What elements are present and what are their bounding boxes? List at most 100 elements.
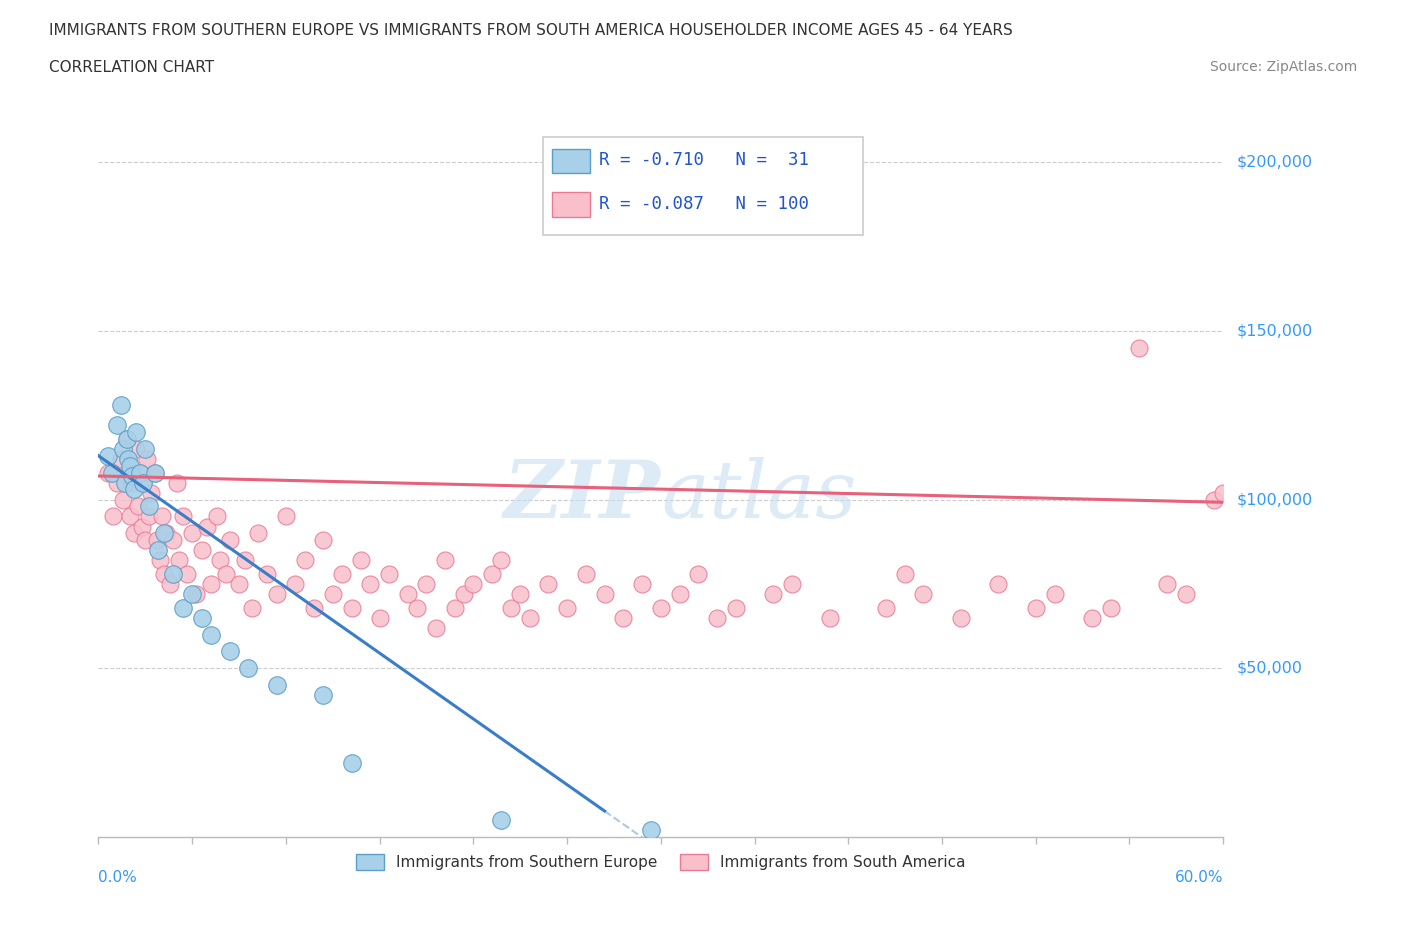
Point [105, 418, 128, 432]
Point [215, 566, 238, 581]
Point [987, 577, 1010, 591]
Point [359, 577, 381, 591]
Point [340, 600, 363, 615]
Text: 60.0%: 60.0% [1175, 870, 1223, 884]
Point [143, 465, 166, 480]
Legend: Immigrants from Southern Europe, Immigrants from South America: Immigrants from Southern Europe, Immigra… [350, 848, 972, 876]
Point [1202, 492, 1225, 507]
FancyBboxPatch shape [543, 137, 863, 235]
Point [105, 475, 128, 490]
Point [162, 566, 184, 581]
Point [396, 587, 419, 602]
Point [172, 509, 194, 524]
Point [111, 492, 134, 507]
Point [97, 465, 120, 480]
Point [128, 465, 150, 480]
Point [120, 509, 142, 524]
Point [668, 587, 690, 602]
Point [1081, 610, 1104, 625]
Point [246, 525, 269, 540]
Point [127, 498, 149, 513]
Point [190, 543, 212, 558]
Point [266, 678, 288, 693]
Point [121, 475, 143, 490]
Point [138, 509, 160, 524]
Point [463, 577, 485, 591]
Point [120, 458, 142, 473]
Point [406, 600, 429, 615]
Point [97, 448, 120, 463]
Point [184, 587, 207, 602]
Point [893, 566, 915, 581]
Point [724, 600, 747, 615]
Point [125, 442, 148, 457]
Point [1212, 485, 1234, 500]
Point [631, 577, 654, 591]
Point [491, 813, 513, 828]
Text: atlas: atlas [661, 458, 856, 535]
Point [640, 823, 662, 838]
Point [240, 600, 263, 615]
Point [176, 566, 198, 581]
Point [100, 465, 122, 480]
Point [266, 587, 288, 602]
Point [1174, 587, 1197, 602]
Point [340, 755, 363, 770]
Point [121, 469, 143, 484]
Point [233, 553, 256, 568]
Point [688, 566, 710, 581]
Point [166, 475, 188, 490]
Point [111, 442, 134, 457]
Point [837, 172, 859, 187]
Point [1128, 340, 1150, 355]
Point [200, 627, 222, 642]
Point [218, 533, 240, 548]
Point [110, 452, 132, 467]
Text: CORRELATION CHART: CORRELATION CHART [49, 60, 214, 75]
Point [153, 525, 176, 540]
Point [172, 600, 194, 615]
Point [312, 533, 335, 548]
Point [134, 533, 156, 548]
FancyBboxPatch shape [551, 193, 591, 217]
Point [322, 587, 344, 602]
Point [499, 600, 522, 615]
Point [443, 600, 465, 615]
Point [200, 577, 222, 591]
Point [115, 432, 138, 446]
Point [122, 482, 145, 497]
Point [190, 610, 212, 625]
Text: ZIP: ZIP [503, 458, 661, 535]
Text: IMMIGRANTS FROM SOUTHERN EUROPE VS IMMIGRANTS FROM SOUTH AMERICA HOUSEHOLDER INC: IMMIGRANTS FROM SOUTHERN EUROPE VS IMMIG… [49, 23, 1012, 38]
Point [509, 587, 531, 602]
Point [139, 485, 162, 500]
Point [155, 525, 177, 540]
Text: $200,000: $200,000 [1237, 154, 1313, 169]
Point [1099, 600, 1122, 615]
Point [125, 425, 148, 440]
Point [149, 553, 172, 568]
Point [103, 509, 125, 524]
Point [1025, 600, 1047, 615]
Point [134, 442, 156, 457]
Point [302, 600, 325, 615]
Point [167, 553, 190, 568]
Point [195, 519, 218, 534]
Point [284, 577, 307, 591]
Point [114, 475, 136, 490]
Text: $150,000: $150,000 [1237, 324, 1313, 339]
Point [312, 688, 335, 703]
Point [181, 525, 204, 540]
Point [132, 475, 155, 490]
Point [949, 610, 972, 625]
Point [205, 509, 228, 524]
Point [818, 610, 841, 625]
Point [122, 525, 145, 540]
Point [434, 553, 457, 568]
Point [145, 533, 167, 548]
Point [159, 577, 181, 591]
Point [612, 610, 634, 625]
Point [138, 498, 160, 513]
Point [117, 465, 139, 480]
Point [762, 587, 785, 602]
